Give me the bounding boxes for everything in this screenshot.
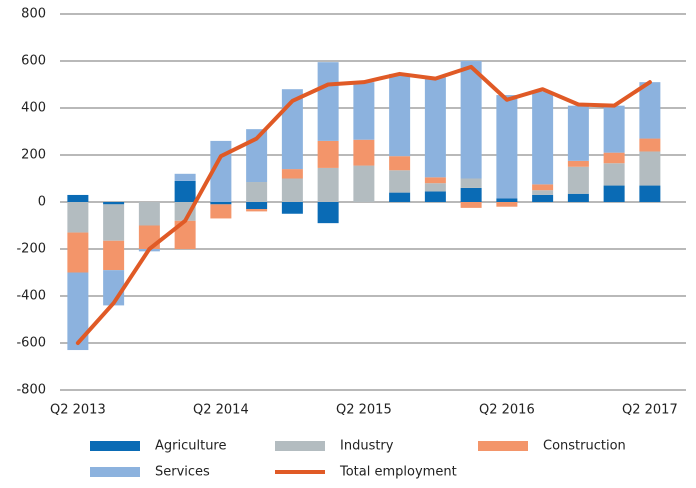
bar-segment: [103, 204, 125, 241]
bar-segment: [210, 140, 232, 202]
bar-segment: [532, 184, 554, 191]
bar-segment: [567, 105, 589, 161]
bar-segment: [389, 73, 411, 157]
bar-segment: [532, 190, 554, 195]
y-tick-label: 200: [21, 148, 46, 163]
bar-segment: [210, 202, 232, 205]
bar-segment: [424, 177, 446, 184]
bar-segment: [103, 202, 125, 205]
bar-segment: [424, 77, 446, 178]
bar-segment: [317, 62, 339, 141]
bar-segment: [67, 202, 89, 233]
bar-segment: [389, 170, 411, 193]
legend-swatch: [478, 441, 528, 451]
legend-label: Industry: [340, 439, 394, 454]
bar-segment: [281, 169, 303, 179]
bar-segment: [353, 139, 375, 166]
legend-label: Agriculture: [155, 439, 227, 454]
legend-swatch: [90, 441, 140, 451]
y-tick-label: 0: [38, 195, 46, 210]
y-tick-label: -800: [16, 383, 46, 398]
x-tick-label: Q2 2014: [193, 403, 249, 418]
bar-segment: [174, 202, 196, 221]
bar-segment: [246, 209, 268, 212]
x-tick-label: Q2 2015: [336, 403, 392, 418]
y-tick-label: -600: [16, 336, 46, 351]
bar-segment: [281, 178, 303, 202]
bar-segment: [67, 272, 89, 351]
x-tick-label: Q2 2016: [479, 403, 535, 418]
bar-segment: [496, 198, 518, 202]
bar-segment: [353, 165, 375, 202]
bar-segment: [281, 202, 303, 214]
bar-segment: [67, 194, 89, 202]
bar-segment: [460, 178, 482, 188]
bar-segment: [389, 156, 411, 171]
x-tick-label: Q2 2017: [622, 403, 678, 418]
y-tick-label: 400: [21, 101, 46, 116]
bar-segment: [389, 192, 411, 202]
line-series: [75, 64, 652, 345]
bar-segment: [460, 202, 482, 208]
bar-segment: [317, 140, 339, 168]
x-tick-label: Q2 2013: [50, 403, 106, 418]
bar-segment: [639, 151, 661, 186]
bar-segment: [317, 202, 339, 224]
bar-segment: [317, 167, 339, 202]
legend-swatch: [90, 467, 140, 477]
bar-segment: [353, 82, 375, 140]
bar-segment: [532, 194, 554, 202]
bar-segment: [639, 82, 661, 139]
bar-segment: [460, 61, 482, 179]
y-tick-label: -400: [16, 289, 46, 304]
bar-segment: [496, 202, 518, 207]
bar-segment: [567, 160, 589, 167]
legend-swatch: [275, 441, 325, 451]
bar-segment: [532, 91, 554, 185]
bar-segment: [174, 180, 196, 202]
bar-segment: [603, 163, 625, 186]
legend-label: Total employment: [339, 465, 457, 480]
bar-segment: [460, 187, 482, 202]
y-tick-label: -200: [16, 242, 46, 257]
bar-segment: [603, 105, 625, 153]
bar-segment: [246, 202, 268, 210]
bar-segment: [567, 193, 589, 202]
bar-segment: [138, 202, 160, 226]
legend-label: Services: [155, 465, 210, 480]
bar-segment: [210, 204, 232, 219]
legend-label: Construction: [543, 439, 626, 454]
bar-segment: [103, 240, 125, 271]
bar-segment: [174, 220, 196, 249]
bar-segment: [67, 232, 89, 273]
y-tick-label: 600: [21, 54, 46, 69]
bar-segment: [174, 173, 196, 181]
bar-segment: [424, 183, 446, 192]
y-tick-label: 800: [21, 7, 46, 22]
bar-segment: [603, 152, 625, 164]
bar-segment: [639, 138, 661, 152]
bar-segment: [246, 182, 268, 202]
bar-segment: [639, 185, 661, 202]
bar-segment: [424, 191, 446, 202]
bar-segment: [567, 166, 589, 194]
bar-segment: [496, 95, 518, 199]
bar-segment: [603, 185, 625, 202]
